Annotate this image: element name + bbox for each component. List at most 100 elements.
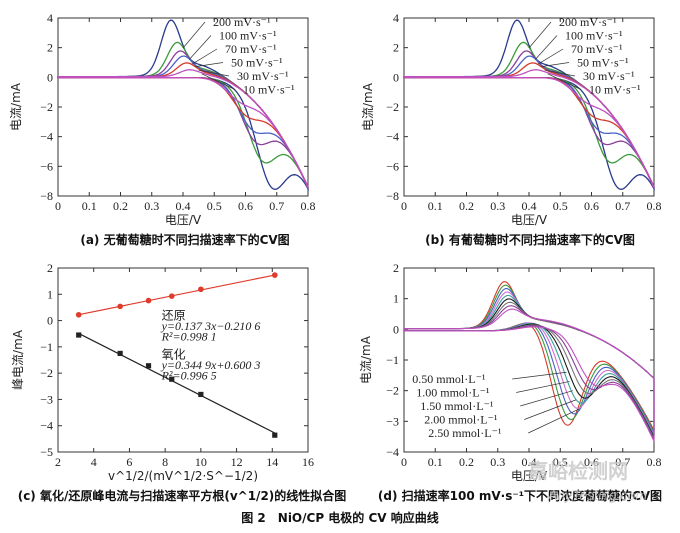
a-ytick-label: −6 <box>40 159 53 173</box>
a-legend-leader <box>192 48 218 65</box>
c-ytick-label: 0 <box>47 314 53 328</box>
c-xtick-label: 4 <box>91 455 97 469</box>
panel-d: 0 0.1 0.2 0.3 0.4 0.5 0.6 0.7 0.8 −4 −3 −2 −1 0 1 2 0.50… <box>359 261 662 503</box>
c-plot-frame <box>57 267 309 453</box>
d-legend-leader <box>524 399 576 420</box>
b-xtick-label: 0.4 <box>522 199 537 213</box>
d-xtick-label: 0.3 <box>490 455 505 469</box>
d-xtick-label: 0.7 <box>615 455 630 469</box>
a-xtick-label: 0.2 <box>113 199 128 213</box>
a-xtick-label: 0.7 <box>269 199 284 213</box>
b-legend-leader <box>547 73 582 90</box>
a-xtick-label: 0.3 <box>144 199 159 213</box>
c-ann-oxidation-label: 氧化 <box>162 348 186 362</box>
c-point-reduction <box>145 297 152 304</box>
b-xtick-label: 0.5 <box>553 199 568 213</box>
watermark: 嘉峪检测网 AnyTesting.com <box>527 459 647 503</box>
a-caption: (a) 无葡萄糖时不同扫描速率下的CV图 <box>80 232 289 247</box>
a-xtick-label: 0.1 <box>82 199 97 213</box>
c-point-oxidation <box>76 332 82 338</box>
watermark-cn: 嘉峪检测网 <box>527 459 628 483</box>
d-ytick-label: −4 <box>386 445 399 459</box>
b-series-5 <box>403 69 655 189</box>
b-legend-leader <box>528 21 552 49</box>
b-caption: (b) 有葡萄糖时不同扫描速率下的CV图 <box>425 232 635 247</box>
c-point-reduction <box>271 272 278 278</box>
d-caption: (d) 扫描速率100 mV·s⁻¹下不同浓度葡萄糖的CV图 <box>378 488 662 503</box>
a-ylabel: 电流/mA <box>9 82 23 131</box>
c-point-oxidation <box>272 432 278 438</box>
a-xtick-label: 0 <box>55 199 61 213</box>
b-legend-label: 200 mV·s⁻¹ <box>559 15 617 29</box>
b-ytick-label: 0 <box>393 70 399 84</box>
b-legend-leader <box>541 62 570 67</box>
c-ytick-label: 1 <box>47 287 53 301</box>
b-xtick-label: 0.3 <box>490 199 505 213</box>
d-ytick-label: 2 <box>393 261 399 275</box>
b-legend-label: 100 mV·s⁻¹ <box>565 29 623 43</box>
c-ytick-label: −1 <box>40 340 53 354</box>
b-xtick-label: 0.1 <box>428 199 443 213</box>
a-legend-label: 30 mV·s⁻¹ <box>237 69 289 83</box>
b-xtick-label: 0.2 <box>459 199 474 213</box>
c-caption: (c) 氧化/还原峰电流与扫描速率平方根(v^1/2)的线性拟合图 <box>18 488 347 503</box>
d-legend-label: 2.50 mmol·L⁻¹ <box>428 426 502 440</box>
c-point-reduction <box>198 286 204 293</box>
b-legend-label: 70 mV·s⁻¹ <box>571 42 623 56</box>
c-ylabel: 峰电流/mA <box>11 329 25 390</box>
c-ann-oxidation-r2: R²=0.996 5 <box>161 369 217 383</box>
c-ytick-label: −4 <box>40 419 53 433</box>
c-ann-reduction-eq: y=0.137 3x−0.210 6 <box>161 319 261 333</box>
a-legend-leader <box>188 35 212 60</box>
c-point-oxidation <box>145 363 152 369</box>
d-xtick-label: 0 <box>401 455 407 469</box>
c-xtick-label: 6 <box>126 455 132 469</box>
c-ytick-label: −2 <box>40 366 53 380</box>
b-xtick-label: 0 <box>401 199 407 213</box>
c-xtick-label: 16 <box>302 455 314 469</box>
c-xtick-label: 2 <box>55 455 61 469</box>
c-ytick-label: −5 <box>40 445 53 459</box>
d-xlabel: 电压/V <box>511 469 548 483</box>
b-ytick-label: 2 <box>393 41 399 55</box>
a-legend-leader <box>201 73 236 90</box>
b-legend-leader <box>538 48 564 65</box>
c-xtick-label: 10 <box>195 455 207 469</box>
b-ytick-label: −2 <box>386 100 399 114</box>
d-xtick-label: 0.2 <box>459 455 474 469</box>
d-ytick-label: −3 <box>386 414 399 428</box>
d-xtick-label: 0.4 <box>522 455 537 469</box>
b-xtick-label: 0.7 <box>615 199 630 213</box>
d-legend-label: 2.00 mmol·L⁻¹ <box>424 413 498 427</box>
c-xtick-label: 14 <box>266 455 278 469</box>
a-legend-label: 10 mV·s⁻¹ <box>243 83 295 97</box>
a-legend-label: 200 mV·s⁻¹ <box>213 15 271 29</box>
b-ytick-label: 4 <box>393 11 399 25</box>
c-xlabel: v^1/2/(mV^1/2·S^−1/2) <box>108 469 258 483</box>
d-legend-label: 1.50 mmol·L⁻¹ <box>420 399 494 413</box>
a-series-5 <box>57 69 309 189</box>
a-legend-label: 100 mV·s⁻¹ <box>219 29 277 43</box>
a-legend-leader <box>182 21 206 49</box>
b-legend-label: 50 mV·s⁻¹ <box>577 56 629 70</box>
d-ytick-label: −1 <box>386 353 399 367</box>
figure-caption: 图 2 NiO/CP 电极的 CV 响应曲线 <box>241 510 439 525</box>
d-series-8 <box>403 308 655 442</box>
d-xtick-label: 0.5 <box>553 455 568 469</box>
d-ylabel: 电流/mA <box>359 335 373 384</box>
d-legend-label: 1.00 mmol·L⁻¹ <box>416 386 490 400</box>
d-ytick-label: −2 <box>386 384 399 398</box>
panel-a: 0 0.1 0.2 0.3 0.4 0.5 0.6 0.7 0.8 −8 −6 −4 −2 0 2 4 200 … <box>9 11 316 247</box>
a-xtick-label: 0.5 <box>207 199 222 213</box>
c-xtick-label: 8 <box>162 455 168 469</box>
d-xtick-label: 0.8 <box>647 455 662 469</box>
d-legend-label: 0.50 mmol·L⁻¹ <box>412 372 486 386</box>
a-ytick-label: 0 <box>47 70 53 84</box>
b-ytick-label: −4 <box>386 130 399 144</box>
a-ytick-label: −2 <box>40 100 53 114</box>
d-legend-leader <box>512 371 567 380</box>
d-xtick-label: 0.1 <box>428 455 443 469</box>
b-legend-label: 30 mV·s⁻¹ <box>583 69 635 83</box>
